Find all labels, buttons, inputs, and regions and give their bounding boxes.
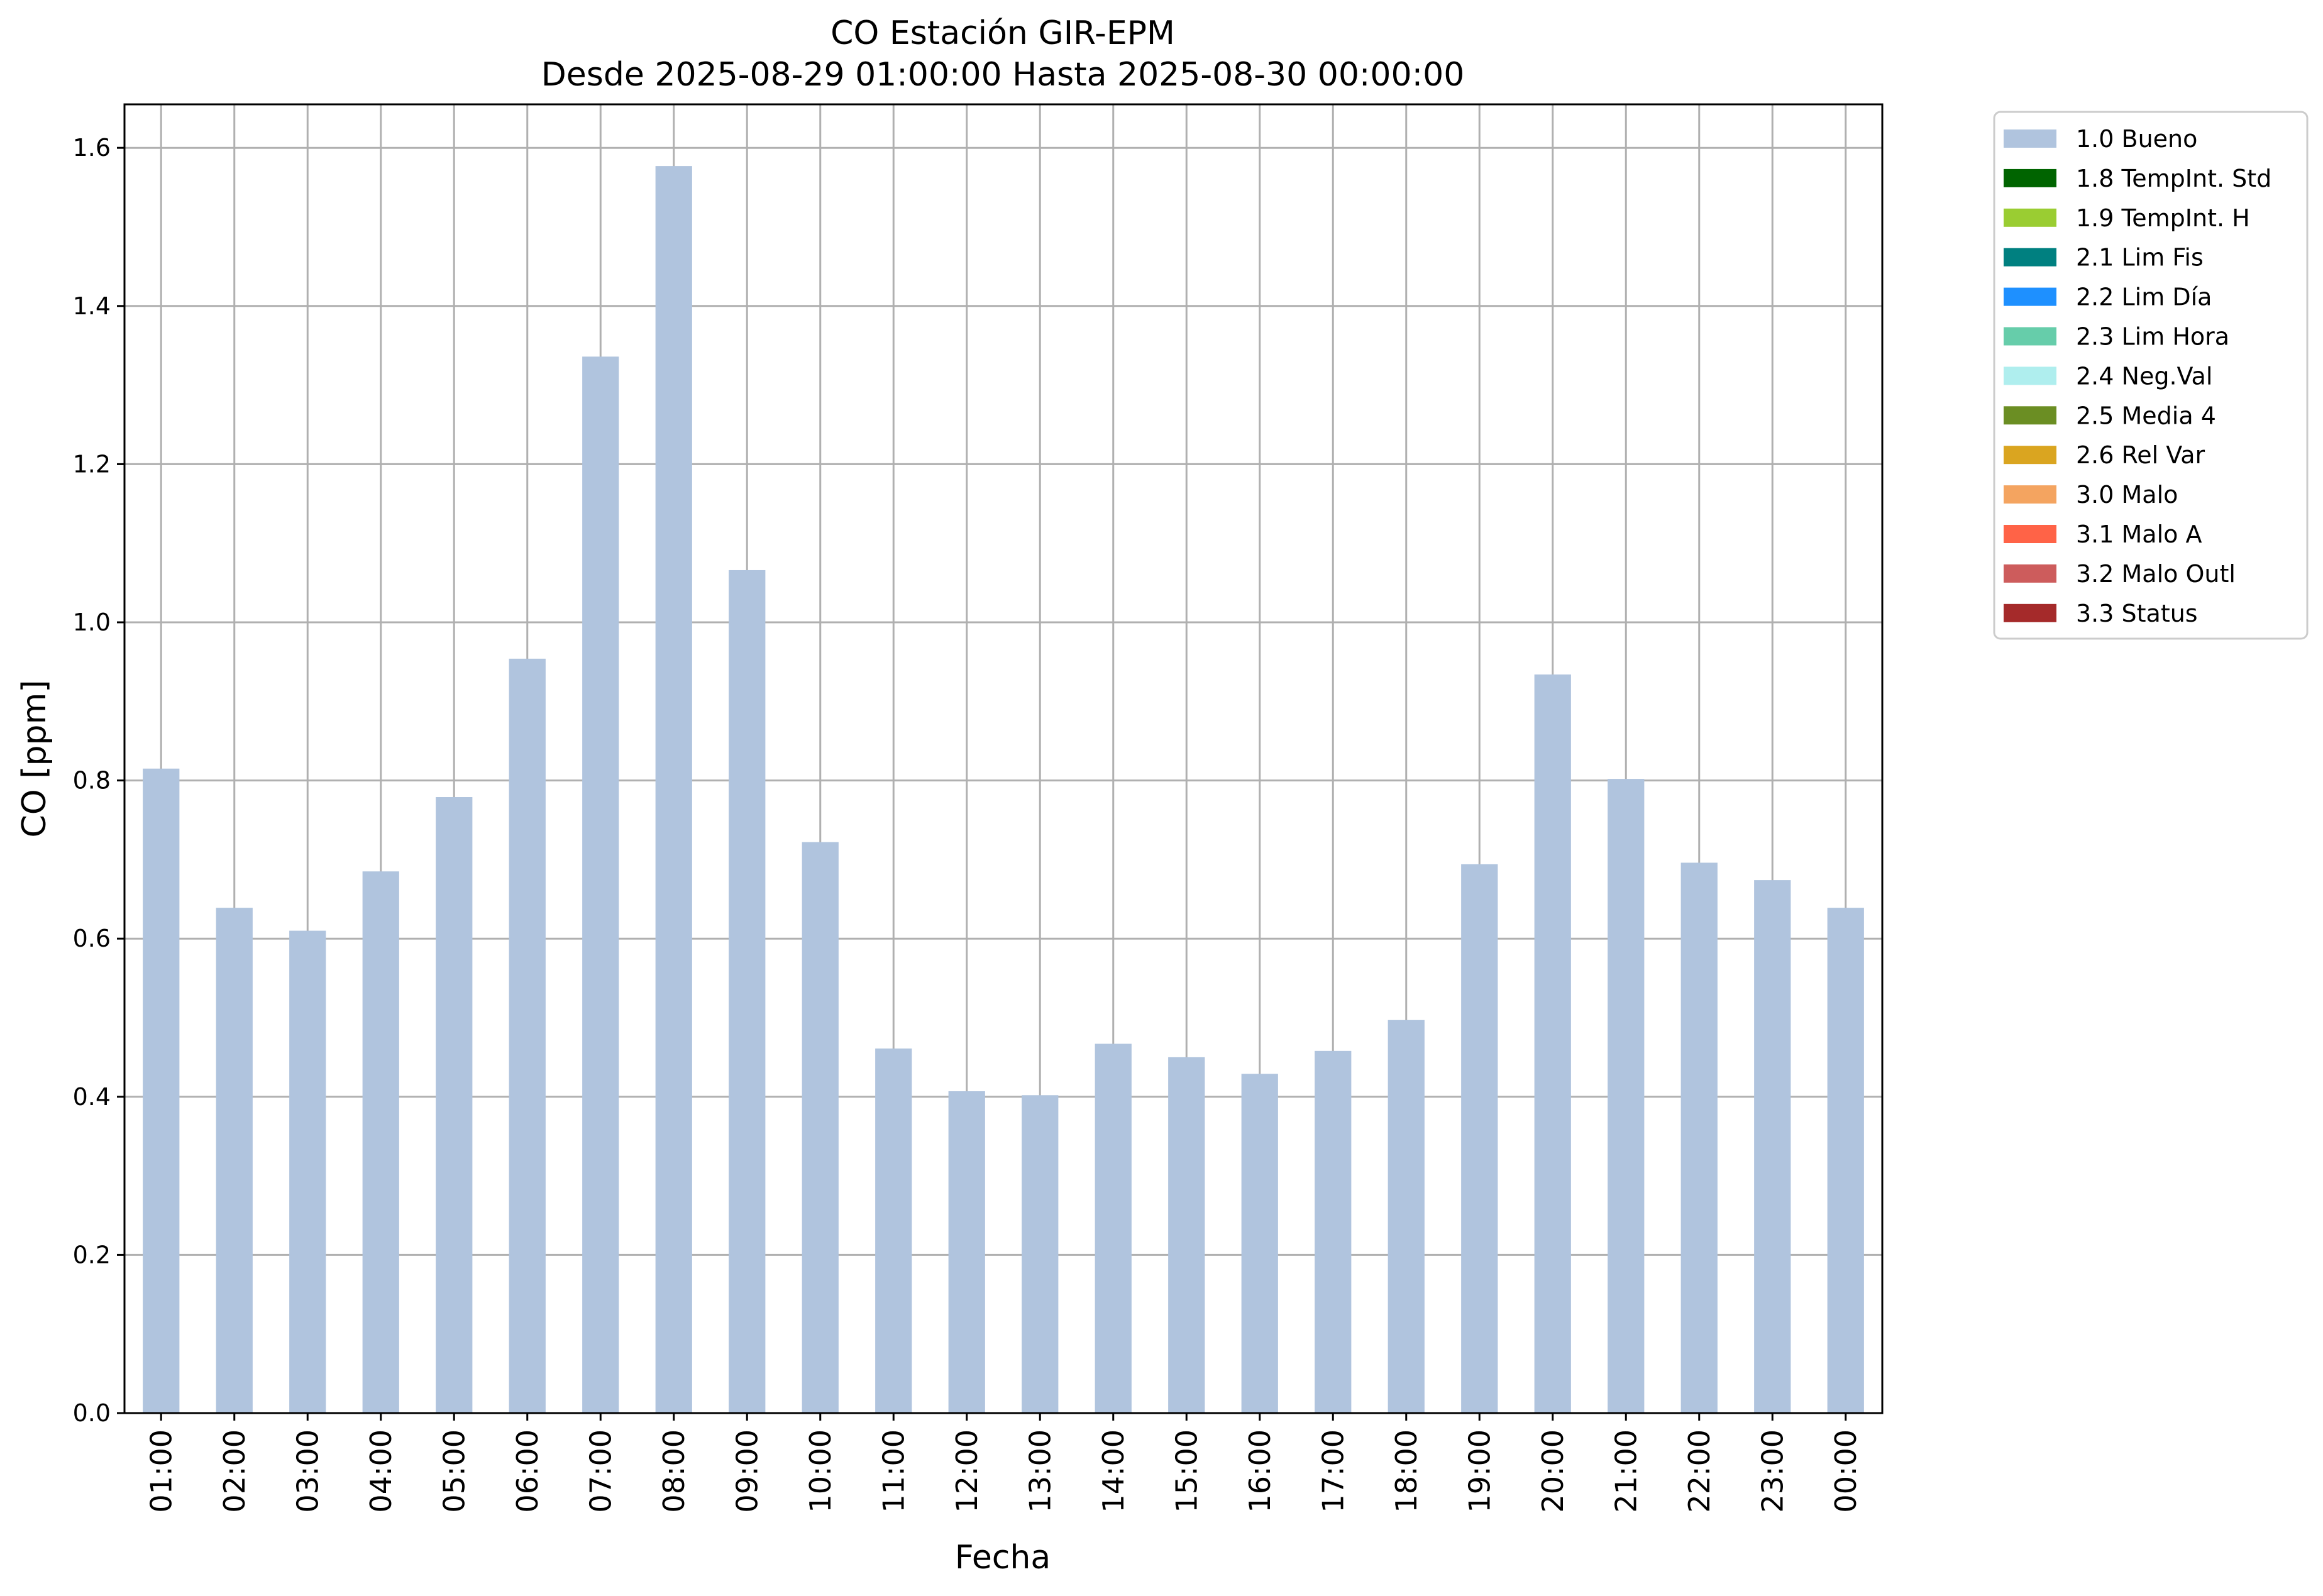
legend-label: 1.9 TempInt. H — [2076, 204, 2250, 232]
x-tick-label: 20:00 — [1536, 1429, 1570, 1513]
bar-1600 — [1241, 1074, 1278, 1413]
legend-swatch — [2004, 564, 2056, 583]
chart-title: CO Estación GIR-EPM — [830, 14, 1175, 52]
x-axis-ticks: 01:00 02:00 03:00 04:00 05:00 06:00 07:00 08:00… — [144, 1413, 1863, 1513]
legend-swatch — [2004, 485, 2056, 504]
bar-1800 — [1388, 1020, 1425, 1413]
x-tick-label: 08:00 — [657, 1429, 691, 1513]
y-tick-label: 0.8 — [73, 767, 111, 795]
bar-0400 — [362, 871, 399, 1413]
legend-label: 1.8 TempInt. Std — [2076, 165, 2271, 192]
legend-label: 3.3 Status — [2076, 600, 2198, 627]
legend-swatch — [2004, 446, 2056, 465]
x-tick-label: 02:00 — [218, 1429, 251, 1513]
legend-swatch — [2004, 168, 2056, 187]
bar-2200 — [1680, 862, 1718, 1413]
x-tick-label: 10:00 — [803, 1429, 837, 1513]
y-tick-label: 1.2 — [73, 450, 111, 478]
legend-label: 3.0 Malo — [2076, 481, 2178, 509]
x-tick-label: 09:00 — [730, 1429, 764, 1513]
legend-label: 2.5 Media 4 — [2076, 402, 2216, 429]
legend-label: 3.1 Malo A — [2076, 520, 2202, 548]
y-tick-label: 0.0 — [73, 1399, 111, 1427]
bar-0700 — [582, 356, 619, 1413]
x-tick-label: 13:00 — [1023, 1429, 1057, 1513]
bar-1100 — [875, 1048, 912, 1413]
x-tick-label: 04:00 — [364, 1429, 398, 1513]
y-tick-label: 1.0 — [73, 608, 111, 636]
bar-0300 — [289, 930, 326, 1413]
x-tick-label: 19:00 — [1462, 1429, 1496, 1513]
legend-swatch — [2004, 366, 2056, 385]
bar-2100 — [1608, 779, 1645, 1413]
x-tick-label: 21:00 — [1609, 1429, 1643, 1513]
x-tick-label: 03:00 — [290, 1429, 324, 1513]
y-tick-label: 0.2 — [73, 1241, 111, 1269]
bar-2000 — [1534, 674, 1571, 1413]
legend-swatch — [2004, 327, 2056, 346]
y-tick-label: 1.4 — [73, 292, 111, 320]
x-tick-label: 23:00 — [1755, 1429, 1789, 1513]
legend-swatch — [2004, 208, 2056, 227]
x-tick-label: 07:00 — [583, 1429, 617, 1513]
bar-0900 — [729, 570, 766, 1413]
bar-1500 — [1168, 1057, 1205, 1413]
bar-0200 — [216, 908, 253, 1413]
bar-0500 — [436, 797, 473, 1413]
legend-swatch — [2004, 248, 2056, 267]
plot-frame — [123, 103, 1884, 1414]
bar-0000 — [1827, 908, 1864, 1413]
legend-swatch — [2004, 603, 2056, 622]
bar-1300 — [1022, 1095, 1059, 1413]
x-tick-label: 11:00 — [876, 1429, 910, 1513]
x-tick-label: 14:00 — [1096, 1429, 1130, 1513]
y-axis-ticks: 0.0 0.2 0.4 0.6 0.8 1.0 1.2 1.4 1.6 — [73, 134, 124, 1427]
y-axis-label: CO [ppm] — [16, 680, 53, 837]
bar-0800 — [655, 166, 692, 1413]
x-tick-label: 12:00 — [950, 1429, 984, 1513]
legend-swatch — [2004, 129, 2056, 148]
x-tick-label: 00:00 — [1829, 1429, 1863, 1513]
legend-swatch — [2004, 406, 2056, 425]
legend-label: 2.2 Lim Día — [2076, 283, 2212, 311]
bar-1900 — [1461, 864, 1498, 1413]
bar-1400 — [1095, 1043, 1132, 1413]
legend-label: 3.2 Malo Outl — [2076, 560, 2236, 588]
legend-items: 1.0 Bueno 1.8 TempInt. Std 1.9 TempInt. H 2… — [2004, 125, 2271, 627]
x-tick-label: 17:00 — [1316, 1429, 1350, 1513]
legend-label: 2.4 Neg.Val — [2076, 362, 2212, 390]
bar-1000 — [802, 842, 839, 1413]
x-tick-label: 16:00 — [1243, 1429, 1277, 1513]
legend-swatch — [2004, 525, 2056, 543]
y-tick-label: 1.6 — [73, 134, 111, 162]
x-tick-label: 01:00 — [144, 1429, 178, 1513]
bar-1700 — [1315, 1050, 1352, 1413]
x-tick-label: 18:00 — [1389, 1429, 1423, 1513]
x-tick-label: 05:00 — [437, 1429, 471, 1513]
bar-2300 — [1754, 880, 1791, 1413]
legend: 1.0 Bueno 1.8 TempInt. Std 1.9 TempInt. H 2… — [1993, 111, 2309, 640]
bar-1200 — [948, 1091, 985, 1413]
legend-label: 2.1 Lim Fis — [2076, 244, 2204, 272]
y-tick-label: 0.6 — [73, 925, 111, 952]
bars — [143, 166, 1864, 1413]
bar-0100 — [143, 768, 180, 1413]
legend-label: 2.6 Rel Var — [2076, 441, 2205, 469]
legend-label: 1.0 Bueno — [2076, 125, 2197, 153]
chart-subtitle: Desde 2025-08-29 01:00:00 Hasta 2025-08-… — [541, 56, 1465, 94]
x-tick-label: 22:00 — [1682, 1429, 1716, 1513]
x-tick-label: 06:00 — [510, 1429, 544, 1513]
legend-swatch — [2004, 287, 2056, 306]
x-axis-label: Fecha — [955, 1539, 1051, 1577]
x-tick-label: 15:00 — [1169, 1429, 1203, 1513]
y-tick-label: 0.4 — [73, 1083, 111, 1111]
legend-label: 2.3 Lim Hora — [2076, 323, 2229, 351]
legend-frame — [1993, 111, 2309, 640]
bar-0600 — [509, 658, 546, 1413]
